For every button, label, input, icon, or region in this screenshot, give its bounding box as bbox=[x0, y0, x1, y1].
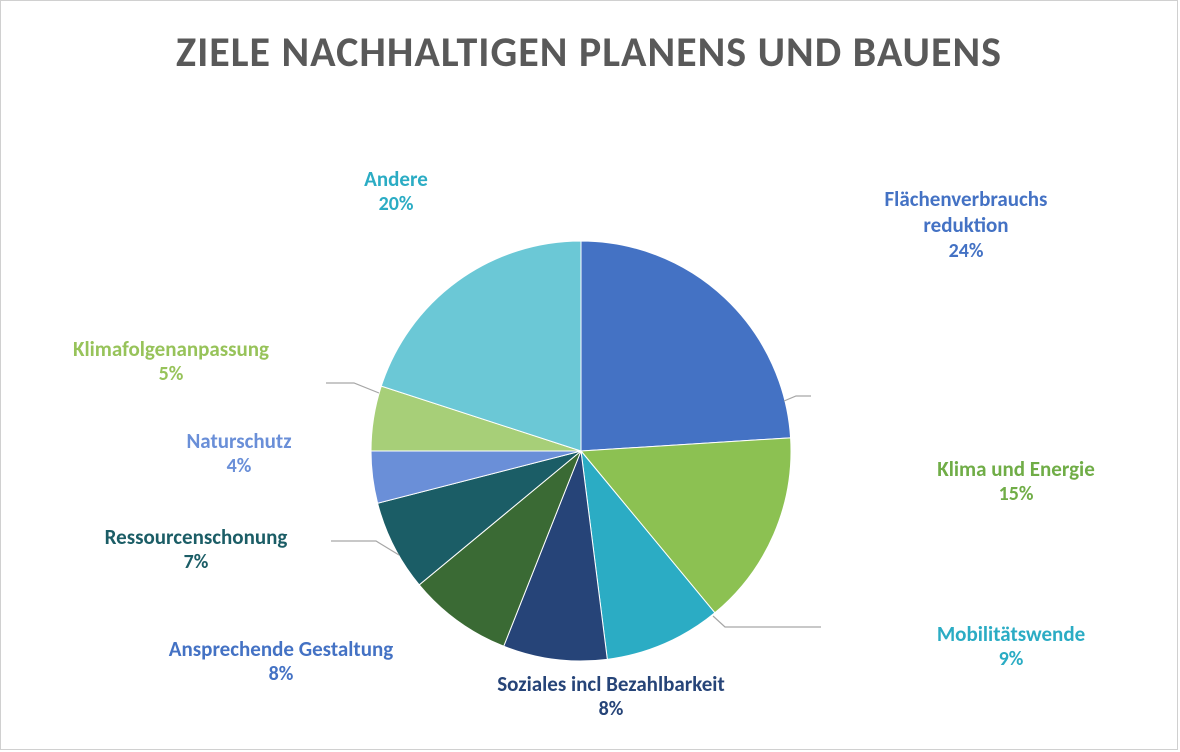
pie-slice bbox=[581, 241, 791, 451]
slice-label: Naturschutz4% bbox=[89, 428, 389, 479]
slice-label-line: Mobilitätswende bbox=[861, 621, 1161, 647]
slice-label: Andere20% bbox=[246, 166, 546, 217]
slice-label-line: Ansprechende Gestaltung bbox=[131, 636, 431, 662]
chart-area: Flächenverbrauchsreduktion24% Klima und E… bbox=[1, 146, 1179, 746]
slice-pct: 9% bbox=[861, 647, 1161, 672]
slice-label-line: reduktion bbox=[816, 212, 1116, 238]
slice-pct: 7% bbox=[46, 550, 346, 575]
slice-pct: 8% bbox=[461, 697, 761, 722]
slice-label: Klimafolgenanpassung5% bbox=[21, 336, 321, 387]
slice-label: Flächenverbrauchsreduktion24% bbox=[816, 186, 1116, 264]
slice-label-line: Klima und Energie bbox=[866, 456, 1166, 482]
slice-label: Mobilitätswende9% bbox=[861, 621, 1161, 672]
slice-label: Soziales incl Bezahlbarkeit8% bbox=[461, 671, 761, 722]
leader-line bbox=[713, 616, 821, 627]
slice-label-line: Flächenverbrauchs bbox=[816, 186, 1116, 212]
slice-pct: 24% bbox=[816, 239, 1116, 264]
slice-pct: 8% bbox=[131, 662, 431, 687]
slice-label: Ressourcenschonung7% bbox=[46, 524, 346, 575]
leader-line bbox=[326, 383, 379, 393]
slice-pct: 5% bbox=[21, 362, 321, 387]
slice-label-line: Klimafolgenanpassung bbox=[21, 336, 321, 362]
slice-label: Ansprechende Gestaltung8% bbox=[131, 636, 431, 687]
slice-label-line: Soziales incl Bezahlbarkeit bbox=[461, 671, 761, 697]
slice-pct: 20% bbox=[246, 192, 546, 217]
chart-title: ZIELE NACHHALTIGEN PLANENS UND BAUENS bbox=[1, 29, 1177, 77]
slice-label: Klima und Energie15% bbox=[866, 456, 1166, 507]
slice-label-line: Naturschutz bbox=[89, 428, 389, 454]
chart-frame: ZIELE NACHHALTIGEN PLANENS UND BAUENS Fl… bbox=[0, 0, 1178, 750]
slice-pct: 15% bbox=[866, 482, 1166, 507]
slice-label-line: Ressourcenschonung bbox=[46, 524, 346, 550]
leader-line bbox=[784, 396, 811, 401]
slice-pct: 4% bbox=[89, 454, 389, 479]
slice-label-line: Andere bbox=[246, 166, 546, 192]
